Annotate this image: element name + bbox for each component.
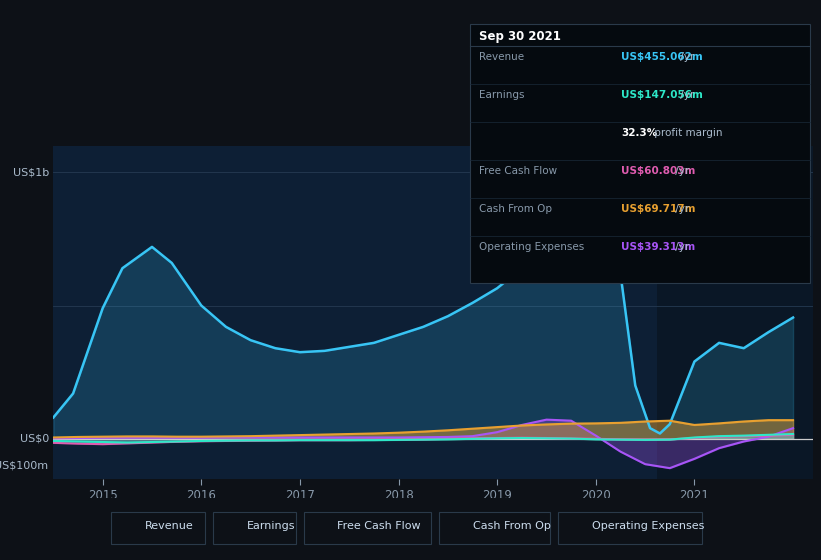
Text: US$69.717m: US$69.717m — [621, 204, 696, 214]
Text: /yr: /yr — [672, 166, 690, 176]
Text: -US$100m: -US$100m — [0, 460, 48, 470]
Text: Revenue: Revenue — [479, 52, 525, 62]
Text: US$147.056m: US$147.056m — [621, 90, 704, 100]
Text: US$1b: US$1b — [12, 167, 48, 178]
Text: US$0: US$0 — [20, 434, 48, 444]
Text: Cash From Op: Cash From Op — [473, 521, 551, 531]
Text: US$60.803m: US$60.803m — [621, 166, 696, 176]
Text: Earnings: Earnings — [479, 90, 525, 100]
Text: /yr: /yr — [677, 52, 695, 62]
Text: /yr: /yr — [672, 242, 690, 253]
Text: Free Cash Flow: Free Cash Flow — [479, 166, 557, 176]
Text: /yr: /yr — [672, 204, 690, 214]
Text: /yr: /yr — [677, 90, 695, 100]
Bar — [657, 146, 813, 479]
Text: Operating Expenses: Operating Expenses — [479, 242, 585, 253]
Text: US$39.313m: US$39.313m — [621, 242, 695, 253]
Text: Revenue: Revenue — [144, 521, 193, 531]
Text: US$455.062m: US$455.062m — [621, 52, 704, 62]
Text: Free Cash Flow: Free Cash Flow — [337, 521, 421, 531]
Text: Operating Expenses: Operating Expenses — [592, 521, 704, 531]
Text: Sep 30 2021: Sep 30 2021 — [479, 30, 562, 43]
Text: Cash From Op: Cash From Op — [479, 204, 553, 214]
Text: Earnings: Earnings — [247, 521, 296, 531]
Text: 32.3%: 32.3% — [621, 128, 658, 138]
Text: profit margin: profit margin — [651, 128, 722, 138]
